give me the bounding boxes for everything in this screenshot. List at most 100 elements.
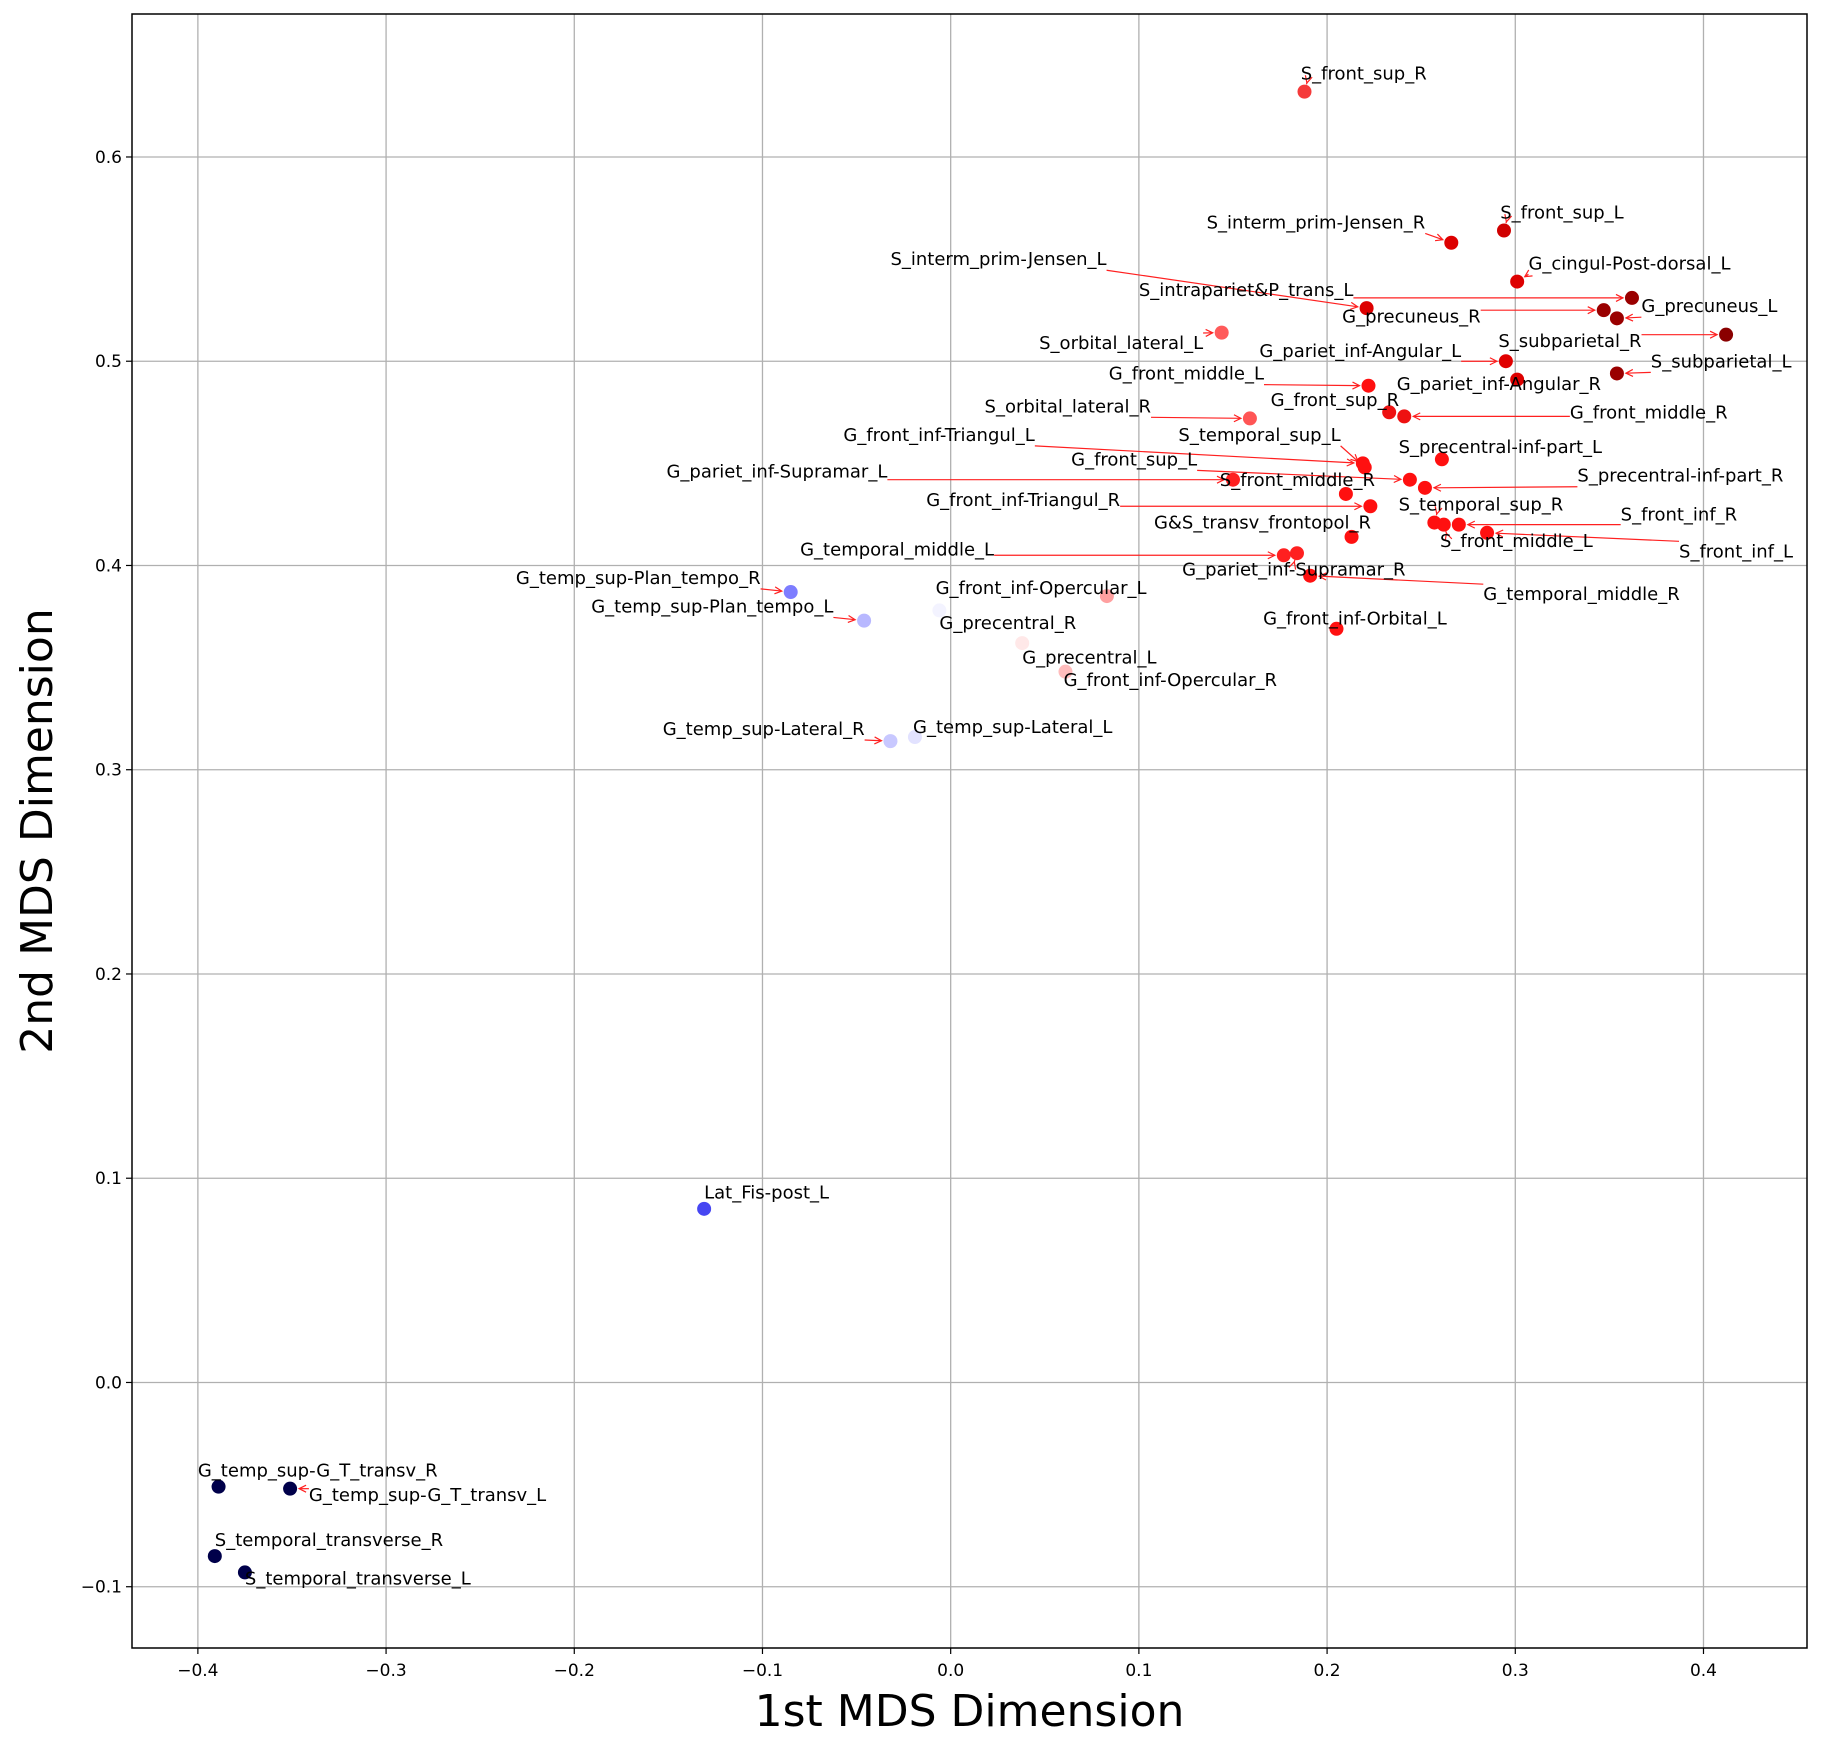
leader-arrow-g-precuneus-r [1587, 306, 1597, 315]
y-tick-label: −0.1 [81, 1578, 122, 1598]
leader-line-g-front-sup-l [1197, 469, 1401, 480]
point-s-precentral-inf-part-l [1434, 452, 1449, 467]
point-label-g-cingul-post-dorsal-l: G_cingul-Post-dorsal_L [1528, 253, 1730, 274]
point-label-g-precuneus-r: G_precuneus_R [1342, 306, 1481, 327]
point-label-g-front-middle-r: G_front_middle_R [1570, 402, 1728, 423]
point-g-front-middle-r [1397, 409, 1412, 424]
point-label-s-front-inf-r: S_front_inf_R [1621, 505, 1738, 526]
leader-arrow-s-front-sup-l [1504, 214, 1513, 224]
point-g-cingul-post-dorsal-l [1510, 274, 1525, 289]
leader-arrow-s-front-middle-l [1444, 531, 1453, 542]
grid [132, 14, 1807, 1648]
y-ticks: −0.1 0.0 0.1 0.2 0.3 0.4 0.5 0.6 [81, 148, 132, 1598]
y-tick-label: 0.0 [95, 1373, 122, 1393]
point-label-s-orbital-lateral-l: S_orbital_lateral_L [1039, 333, 1203, 354]
x-ticks: −0.4 −0.3 −0.2 −0.1 0.0 0.1 0.2 0.3 0.4 [177, 1648, 1717, 1681]
point-lat-fis-post-l [697, 1201, 712, 1216]
point-label-g-temporal-middle-l: G_temporal_middle_L [800, 539, 994, 560]
point-g-pariet-inf-angular-r [1510, 372, 1525, 387]
leader-arrow-s-orbital-lateral-l [1205, 328, 1215, 337]
point-label-g-front-inf-orbital-l: G_front_inf-Orbital_L [1263, 609, 1447, 630]
leader-arrow-g-pariet-inf-supramar-l [1216, 475, 1226, 484]
point-s-orbital-lateral-l [1214, 325, 1229, 340]
point-label-g-s-transv-frontopol-r: G&S_transv_frontopol_R [1154, 513, 1371, 534]
point-label-g-front-middle-l: G_front_middle_L [1109, 364, 1264, 385]
point-g-precuneus-l [1609, 311, 1624, 326]
point-label-g-temp-sup-plan-tempo-l: G_temp_sup-Plan_tempo_L [591, 596, 833, 617]
leader-arrow-s-interm-prim-jensen-l [1350, 301, 1360, 310]
point-label-s-precentral-inf-part-r: S_precentral-inf-part_R [1577, 466, 1783, 487]
point-s-orbital-lateral-r [1242, 411, 1257, 426]
point-label-s-front-middle-r: S_front_middle_R [1220, 470, 1375, 491]
point-g-temp-sup-g-t-transv-l [283, 1481, 298, 1496]
point-label-s-interm-prim-jensen-l: S_interm_prim-Jensen_L [890, 249, 1106, 270]
leader-line-s-interm-prim-jensen-l [1106, 269, 1358, 308]
point-label-g-front-sup-r: G_front_sup_R [1271, 390, 1400, 411]
leader-arrow-s-intrapariet-p-trans-l [1615, 293, 1625, 302]
y-tick-label: 0.3 [95, 761, 122, 781]
leader-arrow-g-temp-sup-plan-tempo-l [847, 614, 857, 624]
x-tick-label: 0.2 [1314, 1661, 1341, 1681]
leader-arrow-s-front-inf-l [1494, 529, 1504, 538]
leader-arrow-s-interm-prim-jensen-r [1434, 233, 1445, 242]
point-g-temp-sup-lateral-r [883, 734, 898, 749]
point-g-front-inf-opercular-r [1058, 664, 1073, 679]
leader-line-g-precuneus-l [1625, 316, 1642, 319]
data-points [207, 84, 1734, 1580]
point-s-interm-prim-jensen-l [1359, 301, 1374, 316]
x-tick-label: −0.2 [554, 1661, 595, 1681]
point-g-front-sup-r [1382, 405, 1397, 420]
y-axis-title: 2nd MDS Dimension [12, 608, 63, 1053]
y-tick-label: 0.4 [95, 556, 122, 576]
point-s-temporal-sup-l [1357, 460, 1372, 475]
point-label-g-front-inf-triangul-r: G_front_inf-Triangul_R [926, 490, 1120, 511]
point-label-g-temp-sup-plan-tempo-r: G_temp_sup-Plan_tempo_R [516, 568, 761, 589]
point-label-s-front-inf-l: S_front_inf_L [1679, 541, 1793, 562]
point-g-front-middle-l [1361, 378, 1376, 393]
leader-line-g-temp-sup-plan-tempo-r [760, 588, 782, 592]
point-s-subparietal-r [1719, 327, 1734, 342]
x-tick-label: 0.3 [1502, 1661, 1529, 1681]
point-s-front-sup-l [1496, 223, 1511, 238]
leader-line-g-front-middle-l [1264, 384, 1360, 387]
leader-line-s-front-inf-l [1496, 532, 1680, 542]
point-label-g-temp-sup-g-t-transv-l: G_temp_sup-G_T_transv_L [309, 1485, 546, 1506]
point-s-temporal-transverse-l [237, 1565, 252, 1580]
point-g-temporal-middle-r [1303, 568, 1318, 583]
point-s-front-inf-l [1480, 525, 1495, 540]
point-label-g-temp-sup-lateral-l: G_temp_sup-Lateral_L [913, 717, 1112, 738]
point-g-front-sup-l [1402, 472, 1417, 487]
point-label-s-subparietal-l: S_subparietal_L [1651, 351, 1792, 372]
point-s-precentral-inf-part-r [1417, 480, 1432, 495]
plot-frame [131, 13, 1808, 1649]
x-tick-label: −0.3 [365, 1661, 406, 1681]
point-label-s-front-middle-l: S_front_middle_L [1440, 531, 1593, 552]
leader-arrow-s-precentral-inf-part-r [1432, 483, 1442, 492]
point-label-s-front-sup-r: S_front_sup_R [1301, 63, 1427, 84]
leader-line-g-front-inf-triangul-l [1034, 445, 1354, 464]
leader-arrow-s-subparietal-r [1709, 330, 1719, 339]
point-label-s-interm-prim-jensen-r: S_interm_prim-Jensen_R [1207, 212, 1426, 233]
point-s-front-middle-r [1338, 486, 1353, 501]
point-g-temp-sup-g-t-transv-r [211, 1479, 226, 1494]
point-label-s-intrapariet-p-trans-l: S_intrapariet&P_trans_L [1139, 280, 1354, 301]
leader-arrow-g-temporal-middle-r [1317, 572, 1327, 581]
point-label-g-pariet-inf-angular-r: G_pariet_inf-Angular_R [1397, 374, 1601, 395]
x-tick-label: 0.1 [1125, 1661, 1152, 1681]
y-tick-label: 0.1 [95, 1169, 122, 1189]
leader-arrow-g-front-sup-l [1393, 474, 1403, 484]
point-g-precuneus-r [1596, 303, 1611, 318]
leader-arrow-s-front-sup-r [1304, 75, 1313, 85]
point-label-lat-fis-post-l: Lat_Fis-post_L [704, 1183, 829, 1204]
y-tick-label: 0.2 [95, 965, 122, 985]
leader-arrow-g-temp-sup-lateral-r [874, 736, 883, 745]
x-axis-title: 1st MDS Dimension [755, 1686, 1185, 1737]
point-label-g-temp-sup-lateral-r: G_temp_sup-Lateral_R [663, 719, 865, 740]
leader-arrow-s-temporal-sup-r [1434, 506, 1443, 516]
leader-arrow-g-front-inf-triangul-l [1346, 458, 1356, 467]
point-s-front-middle-l [1436, 517, 1451, 532]
leader-arrow-g-cingul-post-dorsal-l [1523, 269, 1533, 278]
point-g-front-inf-opercular-l [1099, 589, 1114, 604]
point-s-temporal-transverse-r [207, 1549, 222, 1564]
point-g-pariet-inf-supramar-r [1289, 546, 1304, 561]
